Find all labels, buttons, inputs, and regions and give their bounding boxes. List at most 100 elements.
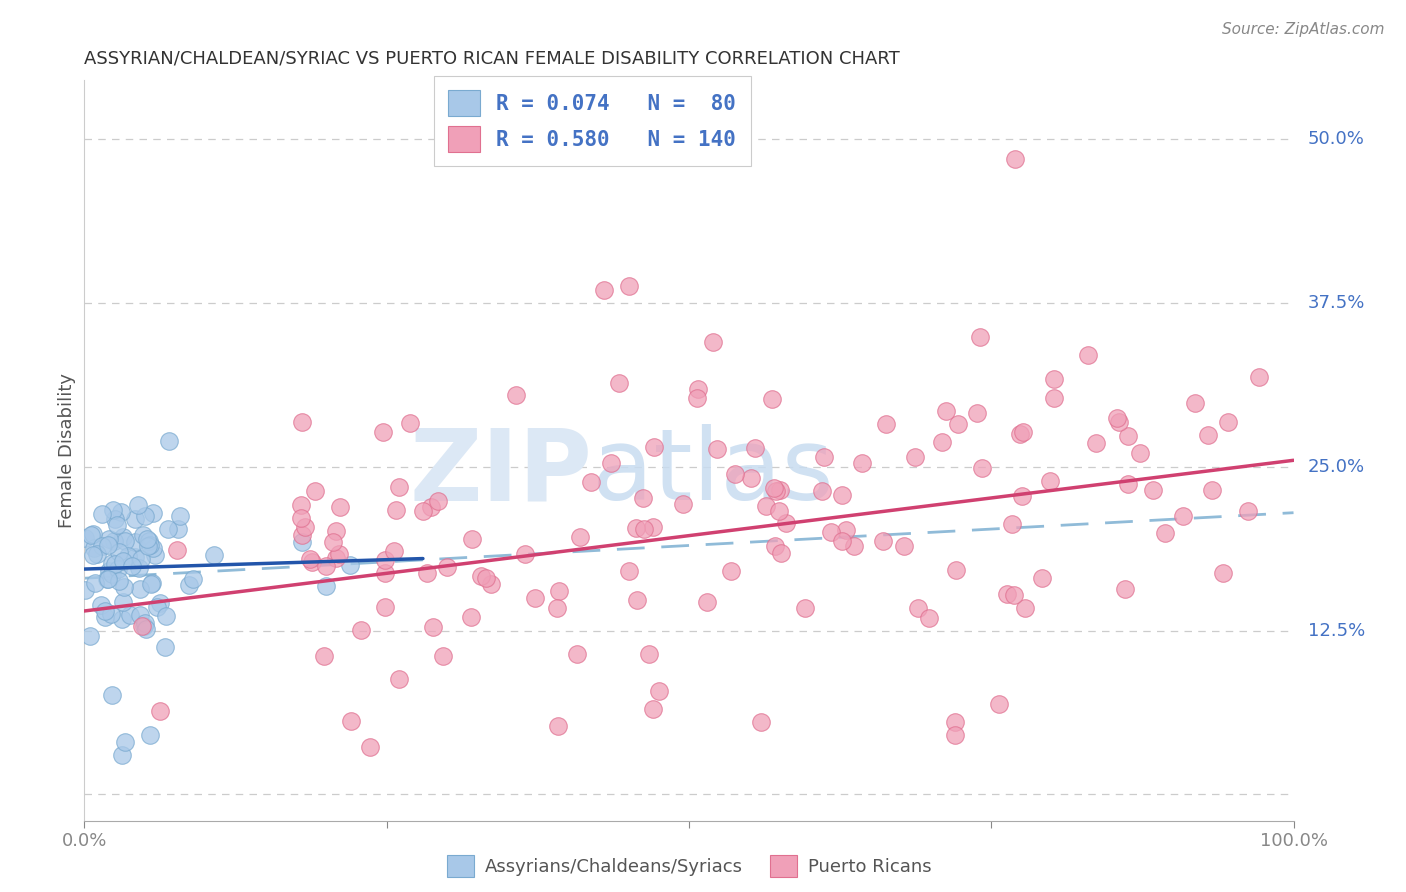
Point xyxy=(114,735,136,749)
Point xyxy=(1043,372,1066,386)
Point xyxy=(1039,474,1062,488)
Point xyxy=(86,547,108,561)
Point xyxy=(813,450,835,464)
Point xyxy=(108,545,131,559)
Point xyxy=(893,539,915,553)
Point xyxy=(136,539,159,553)
Point xyxy=(325,524,347,538)
Point xyxy=(290,510,312,524)
Point xyxy=(105,518,128,533)
Point xyxy=(100,567,122,582)
Point xyxy=(432,648,454,663)
Point xyxy=(131,619,153,633)
Point xyxy=(339,558,361,573)
Point xyxy=(1002,589,1025,603)
Point xyxy=(315,579,337,593)
Point xyxy=(382,544,405,558)
Point xyxy=(970,461,993,475)
Point xyxy=(359,740,381,755)
Point xyxy=(1004,152,1026,166)
Point xyxy=(686,391,709,405)
Point xyxy=(291,528,314,542)
Point xyxy=(831,534,853,549)
Point xyxy=(1077,348,1099,362)
Point xyxy=(460,609,482,624)
Point xyxy=(108,574,131,588)
Point xyxy=(110,505,132,519)
Point xyxy=(943,715,966,730)
Point xyxy=(128,561,150,575)
Point xyxy=(607,376,630,390)
Point xyxy=(593,283,616,297)
Point xyxy=(935,404,957,418)
Y-axis label: Female Disability: Female Disability xyxy=(58,373,76,528)
Point xyxy=(124,512,146,526)
Point xyxy=(643,440,665,454)
Point xyxy=(770,546,793,560)
Point xyxy=(1116,477,1139,491)
Point xyxy=(1031,571,1053,585)
Point xyxy=(291,535,314,549)
Point xyxy=(371,425,394,439)
Point xyxy=(156,522,179,536)
Point xyxy=(177,578,200,592)
Point xyxy=(73,583,96,598)
Point xyxy=(851,456,873,470)
Point xyxy=(1014,601,1036,615)
Point xyxy=(547,583,569,598)
Point xyxy=(470,568,492,582)
Point xyxy=(202,548,225,562)
Point xyxy=(918,610,941,624)
Point xyxy=(385,502,408,516)
Point xyxy=(624,520,647,534)
Point xyxy=(121,559,143,574)
Point xyxy=(995,587,1018,601)
Point xyxy=(101,689,124,703)
Point xyxy=(127,498,149,512)
Point xyxy=(617,278,640,293)
Point xyxy=(315,558,337,573)
Point xyxy=(104,512,127,526)
Point xyxy=(1084,436,1107,450)
Point xyxy=(97,572,120,586)
Point xyxy=(412,504,434,518)
Point xyxy=(1237,504,1260,518)
Point xyxy=(388,480,411,494)
Point xyxy=(142,541,165,555)
Point xyxy=(579,475,602,489)
Point xyxy=(82,527,104,541)
Point xyxy=(1142,483,1164,497)
Point xyxy=(1171,508,1194,523)
Point xyxy=(79,527,101,541)
Point xyxy=(111,554,134,568)
Point xyxy=(1043,392,1066,406)
Point xyxy=(1116,429,1139,443)
Text: ZIP: ZIP xyxy=(409,425,592,521)
Point xyxy=(835,524,858,538)
Point xyxy=(724,467,747,482)
Point xyxy=(904,450,927,464)
Point xyxy=(148,596,170,610)
Point xyxy=(1212,566,1234,580)
Point xyxy=(907,601,929,615)
Point xyxy=(141,577,163,591)
Point xyxy=(422,620,444,634)
Point xyxy=(167,522,190,536)
Point xyxy=(1114,582,1136,596)
Point xyxy=(124,535,146,549)
Point xyxy=(706,442,728,456)
Text: 50.0%: 50.0% xyxy=(1308,130,1365,148)
Point xyxy=(155,640,177,654)
Point xyxy=(166,543,188,558)
Point xyxy=(672,497,695,511)
Point xyxy=(948,417,970,431)
Point xyxy=(138,534,160,549)
Point xyxy=(96,573,118,587)
Point xyxy=(426,493,449,508)
Point xyxy=(398,416,420,430)
Point xyxy=(107,562,129,576)
Point xyxy=(183,572,205,586)
Point xyxy=(114,534,136,549)
Point xyxy=(135,532,157,546)
Point xyxy=(98,532,121,546)
